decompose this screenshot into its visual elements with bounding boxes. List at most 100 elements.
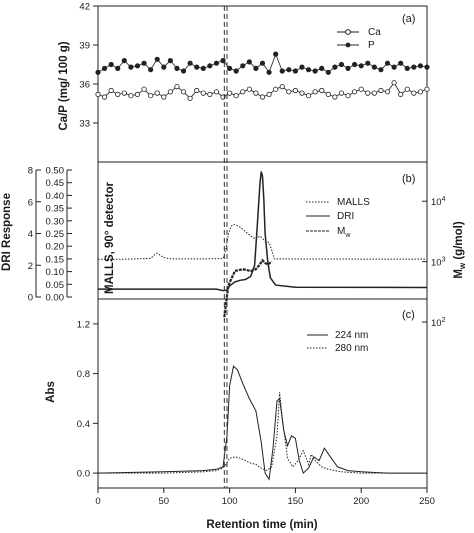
b-inner-tick-label-10: 0.50 <box>46 166 65 177</box>
a-P-point-36 <box>332 64 338 70</box>
panel-a-ylabel: Ca/P (mg/ 100 g) <box>58 41 70 130</box>
a-Ca-point-8 <box>148 93 154 99</box>
a-P-point-20 <box>227 65 233 72</box>
a-Ca-point-1 <box>101 94 108 100</box>
panel-c-frame <box>97 298 428 489</box>
a-P-point-13 <box>180 68 187 74</box>
a-P-point-25 <box>259 60 266 66</box>
a-P-point-6 <box>134 63 141 69</box>
a-Ca-point-39 <box>352 89 358 95</box>
a-ytick-label-0: 33 <box>79 119 90 130</box>
a-P-point-0 <box>95 69 101 75</box>
b-inner-tick-label-4: 0.20 <box>46 242 65 253</box>
panel-b-inner-ylabel: MALLS, 90° detector <box>104 182 116 294</box>
a-Ca-point-29 <box>286 89 292 95</box>
panel-b-right-ticks: 102 103 104 <box>422 196 446 329</box>
legend-224-label: 224 nm <box>335 330 368 341</box>
panel-b: (b) DRI Response MALLS, 90° detector Mw … <box>1 161 467 329</box>
panel-a-label: (a) <box>402 13 415 25</box>
a-Ca-point-21 <box>233 93 239 99</box>
b-inner-tick-label-6: 0.30 <box>46 216 65 227</box>
a-Ca-point-10 <box>161 94 167 100</box>
b-inner-tick-label-0: 0.00 <box>46 293 65 304</box>
panel-b-right-ylabel: Mw (g/mol) <box>453 221 467 279</box>
c-ytick-label-1: 0.4 <box>77 419 90 430</box>
a-P-point-5 <box>128 64 134 70</box>
a-Ca-point-27 <box>273 86 279 92</box>
a-Ca-point-23 <box>246 86 252 92</box>
a-P-point-24 <box>253 65 259 72</box>
a-P-point-31 <box>299 64 305 70</box>
panel-c-series <box>97 365 427 481</box>
a-Ca-point-47 <box>404 86 410 92</box>
b-inner-tick-label-1: 0.05 <box>46 280 65 291</box>
a-P-point-4 <box>121 57 127 64</box>
panel-a-series <box>95 51 430 101</box>
a-Ca-point-33 <box>312 89 318 95</box>
a-Ca-point-32 <box>305 93 312 99</box>
legend-p-marker <box>345 42 351 48</box>
a-Ca-point-3 <box>115 91 121 98</box>
b-series-DRI <box>98 171 428 292</box>
panel-c-ylabel: Abs <box>45 381 57 403</box>
c-xtick-label-4: 200 <box>353 496 369 507</box>
a-P-point-17 <box>207 63 213 69</box>
c-ytick-label-2: 0.8 <box>77 369 90 380</box>
a-Ca-point-46 <box>398 91 404 98</box>
a-Ca-point-49 <box>417 89 424 95</box>
a-P-point-32 <box>305 67 312 73</box>
c-xtick-label-1: 50 <box>159 496 170 507</box>
a-Ca-point-16 <box>200 90 206 96</box>
a-P-point-28 <box>279 68 285 74</box>
a-P-point-29 <box>286 67 292 73</box>
a-Ca-point-14 <box>187 95 193 101</box>
a-Ca-point-35 <box>325 91 331 98</box>
a-Ca-point-38 <box>345 93 351 99</box>
panel-a: (a) Ca/P (mg/ 100 g) 33 36 39 42 Ca P <box>58 2 430 163</box>
b-outer-tick-label-1: 2 <box>28 261 33 272</box>
a-Ca-point-50 <box>424 86 430 92</box>
legend-ca-marker <box>345 29 351 35</box>
legend-malls-label: MALLS <box>337 197 370 208</box>
b-inner-tick-label-7: 0.35 <box>46 204 65 215</box>
a-P-point-40 <box>358 63 364 69</box>
a-P-point-30 <box>292 68 298 74</box>
a-Ca-point-22 <box>240 89 246 95</box>
a-Ca-point-30 <box>292 87 298 94</box>
a-Ca-point-34 <box>319 87 325 94</box>
a-Ca-point-4 <box>121 90 127 96</box>
a-Ca-point-28 <box>279 84 285 90</box>
panel-b-outer-ylabel: DRI Response <box>1 193 13 271</box>
a-Ca-point-24 <box>253 90 259 96</box>
a-P-point-10 <box>161 64 167 70</box>
b-inner-tick-label-8: 0.40 <box>46 191 65 202</box>
retention-marker-lines <box>223 6 228 488</box>
a-P-point-14 <box>187 60 193 66</box>
x-axis-label: Retention time (min) <box>206 519 317 531</box>
panel-b-label: (b) <box>402 173 415 185</box>
a-P-point-50 <box>424 64 430 70</box>
a-Ca-point-13 <box>180 89 187 95</box>
a-Ca-point-40 <box>358 86 364 92</box>
right-ylabel-text: Mw (g/mol) <box>453 221 467 279</box>
a-P-point-8 <box>148 67 154 73</box>
b-series-MALLS <box>98 223 428 260</box>
a-Ca-point-0 <box>95 91 101 98</box>
panel-c-label: (c) <box>402 309 415 321</box>
panel-b-inner-ticks: 0.00 0.05 0.10 0.150.20 0.25 0.300.35 0.40 0.45… <box>46 166 72 304</box>
a-P-point-12 <box>174 65 180 72</box>
a-P-point-33 <box>312 68 318 74</box>
a-Ca-point-25 <box>259 94 266 100</box>
b-right-tick-label-1: 103 <box>431 257 446 269</box>
a-P-point-48 <box>411 64 417 70</box>
a-P-point-47 <box>404 65 410 72</box>
legend-ca-label: Ca <box>368 27 381 38</box>
b-outer-tick-label-2: 4 <box>28 229 33 240</box>
b-inner-tick-label-9: 0.45 <box>46 178 65 189</box>
a-P-point-49 <box>417 63 424 69</box>
a-Ca-point-31 <box>299 90 305 96</box>
panel-b-outer-ticks: 0 2 4 6 8 <box>28 166 41 304</box>
a-P-point-42 <box>371 64 377 70</box>
a-Ca-point-42 <box>371 90 377 96</box>
